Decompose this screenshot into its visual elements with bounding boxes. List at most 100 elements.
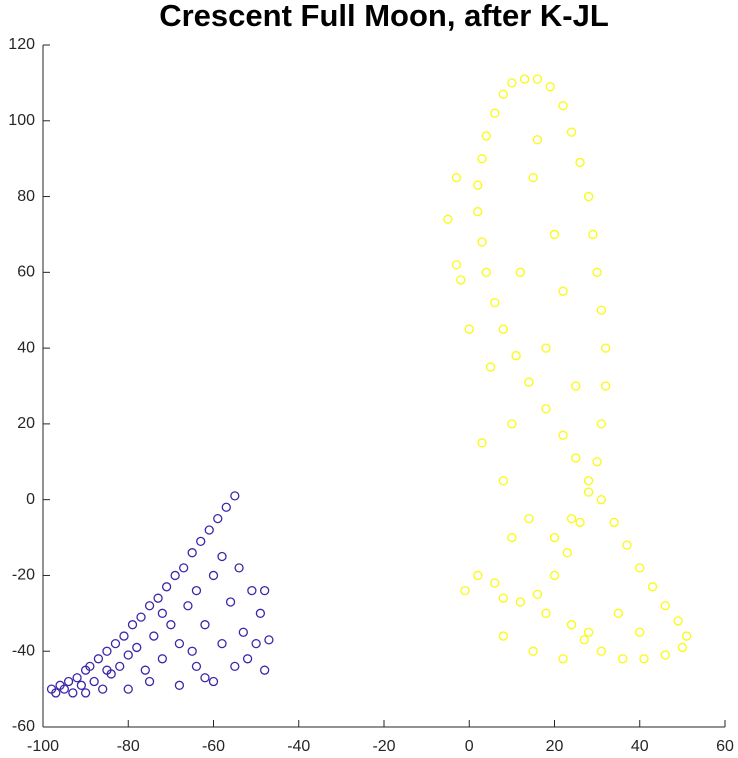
point: [524, 513, 534, 524]
point: [179, 563, 189, 573]
y-tick-label: 60: [17, 264, 35, 281]
point: [601, 343, 611, 353]
point: [221, 502, 231, 512]
point: [579, 635, 589, 645]
y-tick-label: 40: [17, 339, 35, 356]
point: [681, 631, 692, 641]
x-tick-label: -40: [287, 738, 310, 755]
point: [549, 570, 560, 581]
point: [115, 661, 125, 672]
point: [89, 676, 99, 687]
point: [490, 297, 500, 308]
point: [191, 585, 202, 596]
point: [123, 684, 133, 694]
x-tick-label: 60: [716, 738, 734, 755]
point: [157, 608, 168, 618]
point: [153, 593, 163, 603]
point: [588, 229, 598, 240]
point: [183, 601, 193, 611]
point: [170, 570, 180, 581]
point: [596, 419, 607, 429]
point: [498, 476, 509, 486]
point: [259, 585, 270, 596]
point: [264, 635, 274, 645]
point: [102, 646, 112, 656]
point: [238, 627, 248, 637]
point: [515, 597, 526, 607]
point: [541, 343, 551, 353]
point: [498, 593, 509, 603]
y-tick-label: 0: [26, 491, 35, 508]
point: [157, 654, 168, 664]
point: [673, 616, 683, 626]
point: [532, 135, 543, 145]
point: [473, 570, 483, 581]
point: [545, 82, 555, 92]
point: [592, 267, 602, 277]
point: [259, 665, 270, 675]
point: [102, 665, 112, 675]
point: [200, 620, 210, 630]
point: [639, 654, 649, 664]
y-tick-label: 20: [17, 415, 35, 432]
point: [255, 608, 266, 618]
point: [234, 563, 244, 573]
x-tick-label: -20: [372, 738, 395, 755]
point: [166, 620, 176, 630]
point: [558, 654, 568, 664]
point: [230, 661, 240, 672]
point: [217, 551, 227, 562]
point: [443, 214, 453, 224]
point: [191, 661, 202, 672]
point: [647, 582, 658, 592]
chart-title: Crescent Full Moon, after K-JL: [159, 0, 609, 33]
point: [490, 108, 500, 118]
y-tick-label: 80: [17, 188, 35, 205]
point: [481, 131, 491, 141]
point: [68, 688, 78, 698]
point: [200, 673, 210, 683]
point: [635, 627, 645, 637]
point: [562, 548, 572, 558]
point: [485, 362, 496, 372]
point: [520, 74, 530, 84]
point: [558, 100, 568, 111]
point: [583, 627, 594, 637]
point: [541, 404, 551, 414]
point: [187, 548, 197, 558]
point: [59, 684, 69, 694]
point: [622, 540, 632, 550]
x-tick-label: 40: [631, 738, 649, 755]
point: [123, 650, 133, 660]
point: [187, 646, 197, 656]
point: [451, 172, 462, 183]
point: [251, 638, 261, 649]
point: [136, 612, 146, 622]
x-tick-label: -100: [27, 738, 59, 755]
point: [677, 642, 688, 653]
point: [110, 638, 121, 649]
point: [592, 457, 602, 467]
point: [532, 74, 543, 84]
point: [161, 582, 172, 592]
point: [596, 646, 607, 656]
point: [473, 180, 483, 190]
point: [93, 654, 104, 664]
point: [528, 646, 538, 656]
point: [460, 585, 470, 596]
point: [451, 260, 462, 270]
point: [575, 517, 585, 528]
point: [541, 608, 551, 618]
point: [549, 229, 560, 240]
point: [140, 665, 150, 675]
y-tick-label: 100: [8, 112, 35, 129]
point: [72, 673, 82, 683]
point: [464, 324, 474, 334]
x-tick-label: -80: [117, 738, 140, 755]
point: [456, 275, 466, 285]
point: [596, 305, 607, 315]
y-tick-label: -40: [12, 642, 35, 659]
point: [225, 597, 236, 607]
point: [613, 608, 624, 618]
